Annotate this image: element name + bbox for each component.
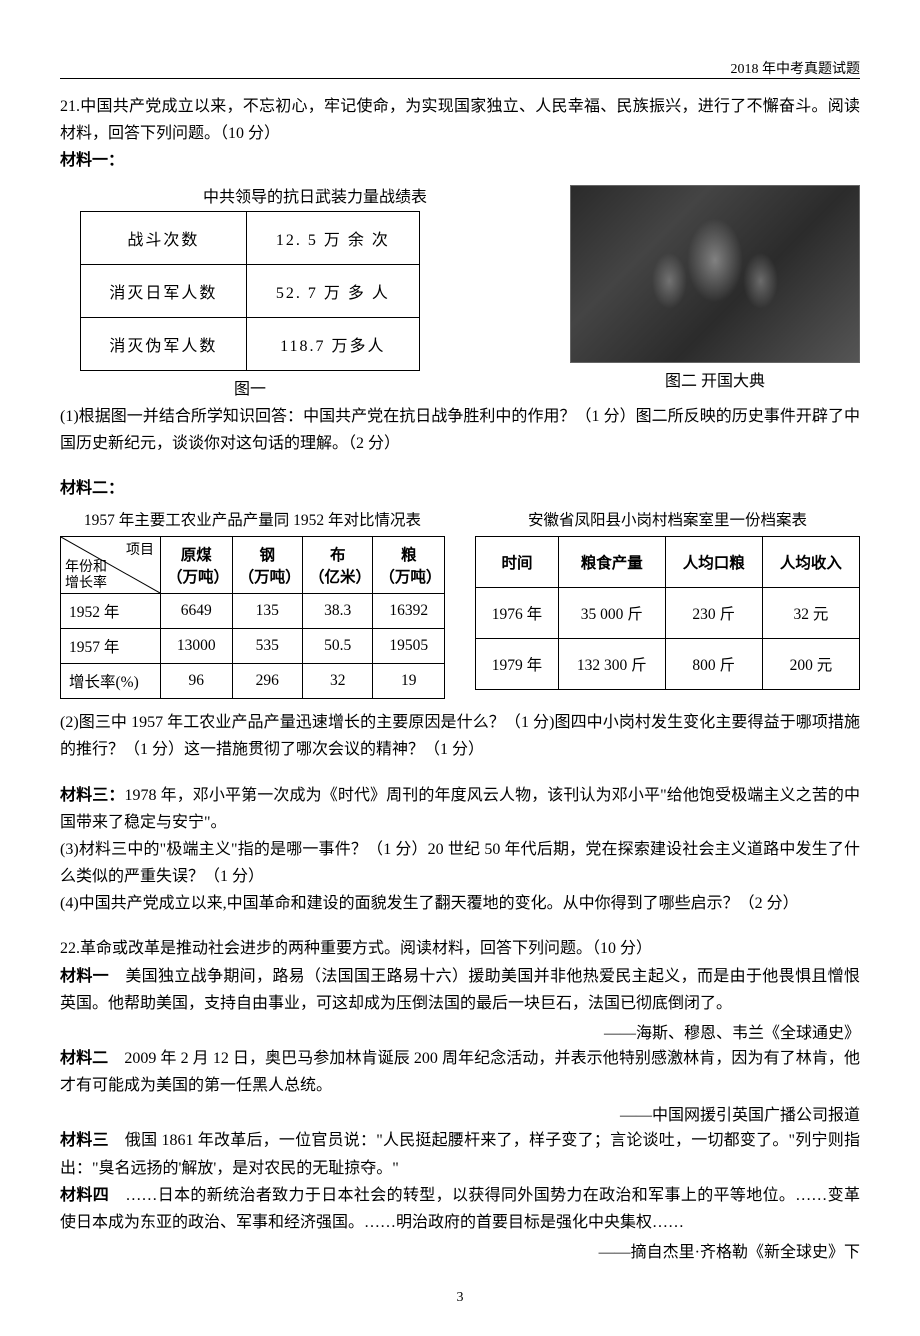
- table3-col: 原煤（万吨）: [161, 537, 233, 594]
- top-rule: [60, 78, 860, 79]
- table-row: 消灭伪军人数 118.7 万多人: [81, 317, 420, 370]
- m4-label: 材料四: [60, 1187, 109, 1204]
- table3-cell: 19: [373, 664, 445, 699]
- table3-diag-header: 项目 年份和增长率: [61, 537, 161, 594]
- table3: 项目 年份和增长率 原煤（万吨） 钢（万吨） 布（亿米） 粮（万吨） 1952 …: [60, 536, 445, 699]
- table1-cell: 消灭伪军人数: [81, 317, 247, 370]
- table3-rowlabel: 增长率(%): [61, 664, 161, 699]
- table-row: 项目 年份和增长率 原煤（万吨） 钢（万吨） 布（亿米） 粮（万吨）: [61, 537, 445, 594]
- material1-row: 中共领导的抗日武装力量战绩表 战斗次数 12. 5 万 余 次 消灭日军人数 5…: [60, 181, 860, 399]
- table1-cell: 战斗次数: [81, 211, 247, 264]
- m2-text: 2009 年 2 月 12 日，奥巴马参加林肯诞辰 200 周年纪念活动，并表示…: [60, 1050, 860, 1094]
- fig1-column: 中共领导的抗日武装力量战绩表 战斗次数 12. 5 万 余 次 消灭日军人数 5…: [60, 181, 530, 399]
- material3-block: 材料三：1978 年，邓小平第一次成为《时代》周刊的年度风云人物，该刊认为邓小平…: [60, 782, 860, 836]
- material2-tables: 1957 年主要工农业产品产量同 1952 年对比情况表 项目 年份和增长率 原…: [60, 508, 860, 699]
- q21-sub1: (1)根据图一并结合所学知识回答：中国共产党在抗日战争胜利中的作用？（1 分）图…: [60, 403, 860, 457]
- table4-wrap: 安徽省凤阳县小岗村档案室里一份档案表 时间 粮食产量 人均口粮 人均收入 197…: [475, 508, 860, 690]
- table3-cell: 16392: [373, 594, 445, 629]
- table4-cell: 1976 年: [476, 588, 559, 639]
- m2-label: 材料二: [60, 1050, 108, 1067]
- fig2-label: 图二 开国大典: [570, 367, 860, 391]
- table3-rowlabel: 1952 年: [61, 594, 161, 629]
- table3-cell: 535: [232, 629, 302, 664]
- material2-label: 材料二：: [60, 475, 860, 502]
- q22-m1: 材料一 美国独立战争期间，路易（法国国王路易十六）援助美国并非他热爱民主起义，而…: [60, 963, 860, 1017]
- table3-cell: 38.3: [302, 594, 372, 629]
- table3-rowlabel: 1957 年: [61, 629, 161, 664]
- table3-cell: 50.5: [302, 629, 372, 664]
- founding-ceremony-photo: [570, 185, 860, 363]
- table-row: 战斗次数 12. 5 万 余 次: [81, 211, 420, 264]
- header-year: 2018 年中考真题试题: [731, 58, 861, 78]
- q21-sub4: (4)中国共产党成立以来,中国革命和建设的面貌发生了翻天覆地的变化。从中你得到了…: [60, 890, 860, 917]
- fig1-label: 图一: [80, 375, 420, 399]
- table4-cell: 35 000 斤: [558, 588, 665, 639]
- m3-text: 俄国 1861 年改革后，一位官员说："人民挺起腰杆来了，样子变了；言论谈吐，一…: [60, 1132, 860, 1176]
- m1-source: ——海斯、穆恩、韦兰《全球通史》: [60, 1019, 860, 1043]
- table4-col: 时间: [476, 537, 559, 588]
- table3-wrap: 1957 年主要工农业产品产量同 1952 年对比情况表 项目 年份和增长率 原…: [60, 508, 445, 699]
- table3-cell: 135: [232, 594, 302, 629]
- diag-top-label: 项目: [126, 539, 154, 559]
- m2-source: ——中国网援引英国广播公司报道: [60, 1101, 860, 1125]
- table-row: 1957 年 13000 535 50.5 19505: [61, 629, 445, 664]
- table-row: 消灭日军人数 52. 7 万 多 人: [81, 264, 420, 317]
- table3-cell: 32: [302, 664, 372, 699]
- table1-cell: 消灭日军人数: [81, 264, 247, 317]
- table-row: 时间 粮食产量 人均口粮 人均收入: [476, 537, 860, 588]
- table3-col: 粮（万吨）: [373, 537, 445, 594]
- table3-cell: 19505: [373, 629, 445, 664]
- table4-cell: 32 元: [762, 588, 859, 639]
- table4-cell: 800 斤: [665, 639, 762, 690]
- m4-source: ——摘自杰里·齐格勒《新全球史》下: [60, 1238, 860, 1262]
- table1: 战斗次数 12. 5 万 余 次 消灭日军人数 52. 7 万 多 人 消灭伪军…: [80, 211, 420, 371]
- table-row: 1979 年 132 300 斤 800 斤 200 元: [476, 639, 860, 690]
- table1-cell: 118.7 万多人: [246, 317, 419, 370]
- page: 2018 年中考真题试题 21.中国共产党成立以来，不忘初心，牢记使命，为实现国…: [0, 0, 920, 1336]
- table-row: 1952 年 6649 135 38.3 16392: [61, 594, 445, 629]
- table1-caption: 中共领导的抗日武装力量战绩表: [100, 183, 530, 207]
- table4: 时间 粮食产量 人均口粮 人均收入 1976 年 35 000 斤 230 斤 …: [475, 536, 860, 690]
- m1-text: 美国独立战争期间，路易（法国国王路易十六）援助美国并非他热爱民主起义，而是由于他…: [60, 968, 860, 1012]
- table4-title: 安徽省凤阳县小岗村档案室里一份档案表: [475, 508, 860, 530]
- q21-intro: 21.中国共产党成立以来，不忘初心，牢记使命，为实现国家独立、人民幸福、民族振兴…: [60, 93, 860, 147]
- diag-bottom-label: 年份和增长率: [65, 560, 107, 591]
- table1-cell: 52. 7 万 多 人: [246, 264, 419, 317]
- table3-title: 1957 年主要工农业产品产量同 1952 年对比情况表: [60, 508, 445, 530]
- q22-m2: 材料二 2009 年 2 月 12 日，奥巴马参加林肯诞辰 200 周年纪念活动…: [60, 1045, 860, 1099]
- page-number: 3: [60, 1290, 860, 1306]
- table3-cell: 6649: [161, 594, 233, 629]
- table3-col: 布（亿米）: [302, 537, 372, 594]
- material3-label: 材料三：: [60, 787, 124, 804]
- table4-cell: 200 元: [762, 639, 859, 690]
- table4-col: 人均收入: [762, 537, 859, 588]
- table-row: 1976 年 35 000 斤 230 斤 32 元: [476, 588, 860, 639]
- material3-text: 1978 年，邓小平第一次成为《时代》周刊的年度风云人物，该刊认为邓小平"给他饱…: [60, 787, 860, 831]
- table4-cell: 1979 年: [476, 639, 559, 690]
- m1-label: 材料一: [60, 968, 109, 985]
- q22-m3: 材料三 俄国 1861 年改革后，一位官员说："人民挺起腰杆来了，样子变了；言论…: [60, 1127, 860, 1181]
- table3-cell: 296: [232, 664, 302, 699]
- q22-m4: 材料四 ……日本的新统治者致力于日本社会的转型，以获得同外国势力在政治和军事上的…: [60, 1182, 860, 1236]
- material1-label: 材料一：: [60, 147, 860, 174]
- table3-cell: 13000: [161, 629, 233, 664]
- q21-sub3: (3)材料三中的"极端主义"指的是哪一事件？（1 分）20 世纪 50 年代后期…: [60, 836, 860, 890]
- q22-intro: 22.革命或改革是推动社会进步的两种重要方式。阅读材料，回答下列问题。（10 分…: [60, 935, 860, 962]
- q21-sub2: (2)图三中 1957 年工农业产品产量迅速增长的主要原因是什么？（1 分)图四…: [60, 709, 860, 763]
- table3-col: 钢（万吨）: [232, 537, 302, 594]
- table3-cell: 96: [161, 664, 233, 699]
- table4-col: 人均口粮: [665, 537, 762, 588]
- table4-cell: 230 斤: [665, 588, 762, 639]
- table-row: 增长率(%) 96 296 32 19: [61, 664, 445, 699]
- table4-cell: 132 300 斤: [558, 639, 665, 690]
- m3-label: 材料三: [60, 1132, 109, 1149]
- m4-text: ……日本的新统治者致力于日本社会的转型，以获得同外国势力在政治和军事上的平等地位…: [60, 1187, 860, 1231]
- table1-cell: 12. 5 万 余 次: [246, 211, 419, 264]
- fig2-column: 图二 开国大典: [570, 181, 860, 391]
- table4-col: 粮食产量: [558, 537, 665, 588]
